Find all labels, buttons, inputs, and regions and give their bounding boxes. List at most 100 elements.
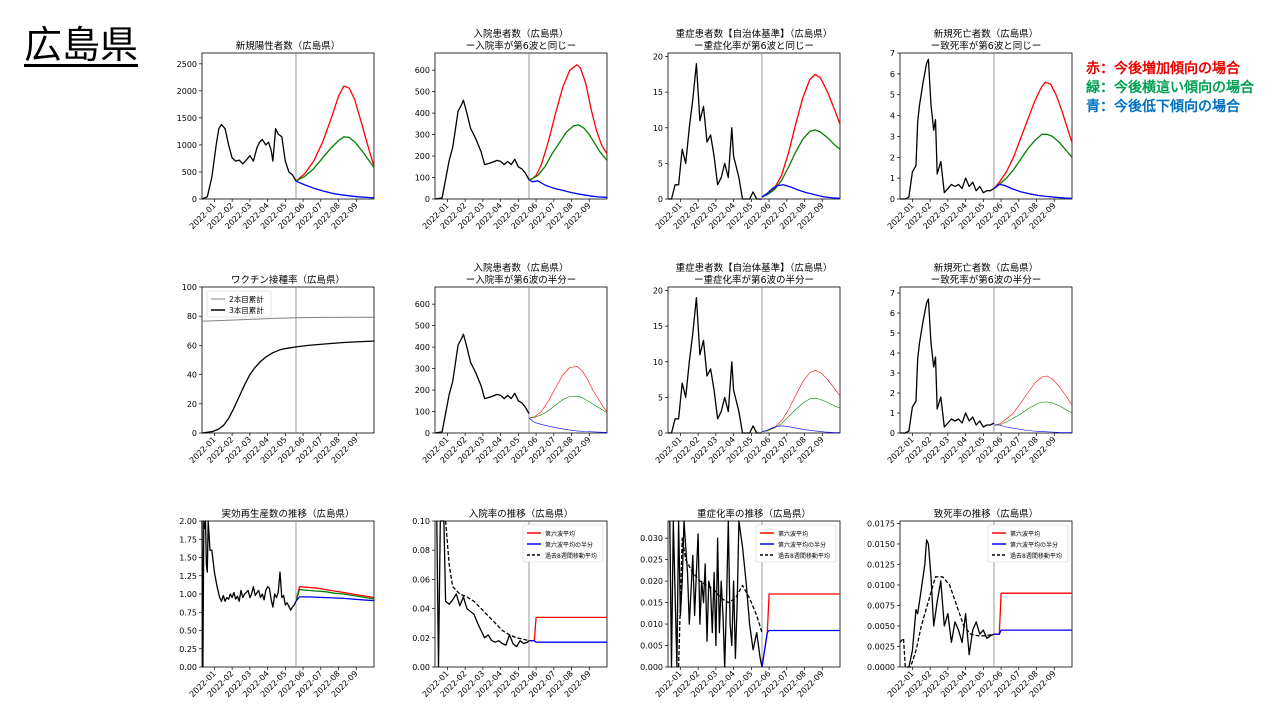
plot-frame (899, 520, 1073, 668)
series-line-blue (761, 425, 841, 433)
series-line-black (900, 58, 995, 200)
y-tick-label: 1.00 (179, 590, 197, 599)
y-tick-label: 0.0050 (867, 622, 895, 631)
legend-label: 第六波平均の半分 (778, 541, 826, 549)
y-tick-label: 7 (890, 289, 895, 298)
y-tick-label: 15 (653, 88, 663, 97)
legend-box (755, 524, 837, 563)
color-legend-note: 赤：今後増加傾向の場合 緑：今後横這い傾向の場合 青：今後低下傾向の場合 (1086, 60, 1254, 117)
y-tick-label: 600 (415, 300, 430, 309)
y-tick-label: 0.000 (640, 663, 663, 672)
series-line-gray (201, 316, 375, 322)
chart-title: 新規陽性者数（広島県） (236, 40, 341, 52)
y-tick-label: 20 (187, 400, 197, 409)
series-line-blue (295, 180, 375, 199)
chart-title: 実効再生産数の推移（広島県） (221, 508, 354, 520)
legend-label: 第六波平均の半分 (545, 541, 593, 549)
y-tick-label: 20 (653, 287, 663, 296)
chart-title: ワクチン接種率（広島県） (231, 274, 345, 286)
y-tick-label: 40 (187, 371, 197, 380)
y-tick-label: 100 (182, 283, 197, 292)
legend-label: 3本目累計 (229, 305, 264, 315)
y-tick-label: 0.0100 (867, 581, 895, 590)
y-tick-label: 2500 (177, 60, 197, 69)
y-tick-label: 0.025 (640, 556, 663, 565)
y-tick-label: 0.00 (179, 663, 197, 672)
y-tick-label: 0.0075 (867, 601, 895, 610)
y-tick-label: 1 (890, 409, 895, 418)
y-tick-label: 0.020 (640, 577, 663, 586)
series-line-red (295, 586, 375, 602)
legend-label: 第六波平均 (545, 530, 575, 538)
y-tick-label: 0.0150 (867, 540, 895, 549)
legend-label: 過去8週間移動平均 (778, 552, 830, 560)
series-line-green (295, 136, 375, 182)
y-tick-label: 0.0125 (867, 560, 895, 569)
chart-c5: ワクチン接種率（広島県）0204060801002022-012022-0220… (182, 274, 375, 465)
legend-label: 第六波平均の半分 (1010, 541, 1058, 549)
legend-label: 第六波平均 (778, 530, 808, 538)
y-tick-label: 2 (890, 389, 895, 398)
plot-frame (899, 286, 1073, 434)
y-tick-label: 1000 (177, 141, 197, 150)
y-tick-label: 300 (415, 131, 430, 140)
y-tick-label: 0.0025 (867, 642, 895, 651)
series-line-black (201, 123, 297, 200)
y-tick-label: 100 (415, 408, 430, 417)
chart-c12: 致死率の推移（広島県） 0.0000 0.0025 0.0050 0.0075 0.010… (867, 508, 1073, 699)
series-line-black (434, 99, 530, 200)
legend-box (522, 524, 604, 563)
chart-title: 新規死亡者数（広島県） (934, 28, 1039, 40)
chart-title: 新規死亡者数（広島県） (934, 262, 1039, 274)
y-tick-label: 1.25 (179, 572, 197, 581)
chart-c8: 新規死亡者数（広島県）ー致死率が第6波の半分ー012345672022-0120… (886, 262, 1073, 465)
y-tick-label: 300 (415, 365, 430, 374)
chart-title: ー重症化率が第6波と同じー (694, 40, 814, 52)
y-tick-label: 100 (415, 174, 430, 183)
chart-title: ー致死率が第6波と同じー (931, 40, 1042, 52)
y-tick-label: 5 (890, 329, 895, 338)
y-tick-label: 7 (890, 49, 895, 58)
series-line-black (201, 520, 297, 668)
legend-label: 過去8週間移動平均 (545, 552, 597, 560)
series-line-blue (993, 183, 1073, 200)
series-line-blue (528, 179, 608, 198)
chart-c10: 入院率の推移（広島県）0.000.020.040.060.080.102022-… (412, 508, 608, 699)
y-tick-label: 400 (415, 343, 430, 352)
y-tick-label: 0.0000 (867, 663, 895, 672)
y-tick-label: 6 (890, 70, 895, 79)
chart-title: ー入院率が第6波の半分ー (466, 274, 577, 286)
series-line-black (201, 340, 375, 434)
y-tick-label: 2.00 (179, 517, 197, 526)
y-tick-label: 500 (415, 322, 430, 331)
series-line-black (436, 520, 530, 668)
chart-title: ー致死率が第6波の半分ー (931, 274, 1042, 286)
series-line-green (295, 588, 375, 602)
y-tick-label: 10 (653, 358, 663, 367)
chart-c11: 重症化率の推移（広島県） 0.000 0.005 0.010 0.015 0.020 0.0… (640, 508, 841, 699)
series-line-blue (295, 596, 375, 602)
y-tick-label: 400 (415, 109, 430, 118)
y-tick-label: 500 (182, 168, 197, 177)
series-line-black (900, 298, 995, 434)
y-tick-label: 0.030 (640, 534, 663, 543)
y-tick-label: 200 (415, 152, 430, 161)
series-line-green (994, 401, 1073, 426)
y-tick-label: 0.015 (640, 599, 663, 608)
legend-label: 第六波平均 (1010, 530, 1040, 538)
chart-title: 致死率の推移（広島県） (934, 508, 1039, 520)
legend-label: 過去8週間移動平均 (1010, 552, 1062, 560)
chart-c2: 入院患者数（広島県）ー入院率が第6波と同じー 0 100 200 300 400 500 60… (415, 28, 608, 231)
chart-c1: 新規陽性者数（広島県）050010001500200025002022-0120… (177, 40, 375, 231)
y-tick-label: 5 (658, 159, 663, 168)
y-tick-label: 0 (192, 429, 197, 438)
series-line-green (761, 129, 841, 198)
y-tick-label: 1500 (177, 114, 197, 123)
series-line-black (669, 520, 763, 668)
chart-title: 入院率の推移（広島県） (469, 508, 574, 520)
legend-note-green: 緑：今後横這い傾向の場合 (1086, 80, 1254, 96)
y-tick-label: 2 (890, 153, 895, 162)
series-line-black (677, 537, 763, 668)
y-tick-label: 0.50 (179, 627, 197, 636)
